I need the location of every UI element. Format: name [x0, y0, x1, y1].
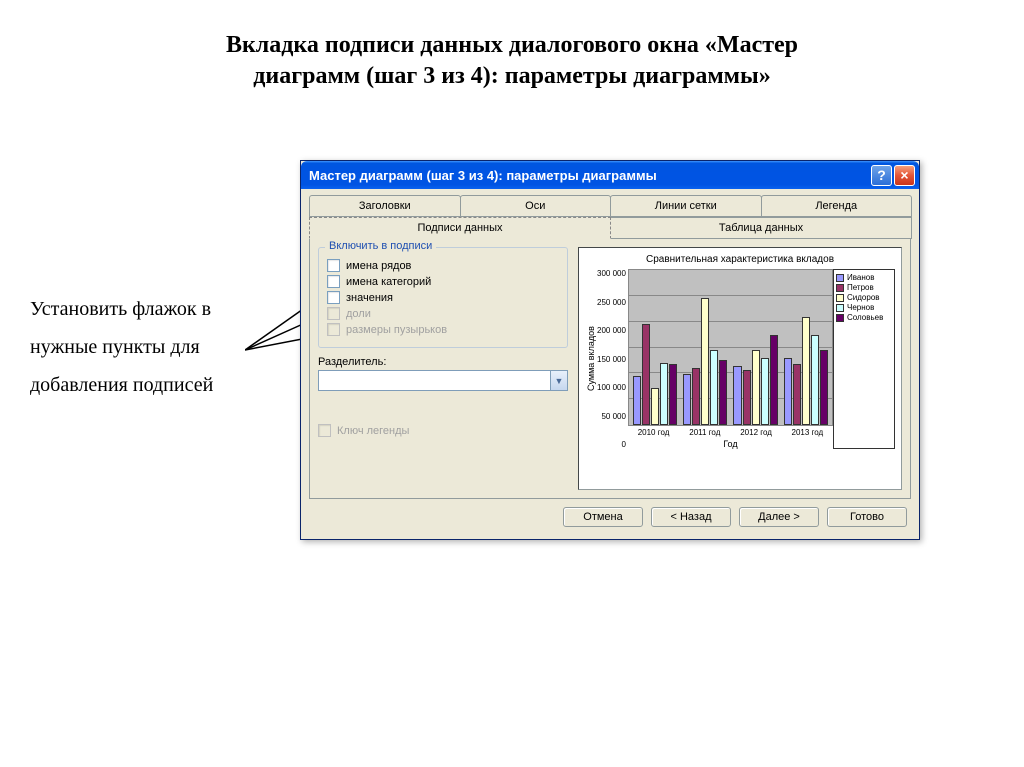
bar: [642, 324, 650, 425]
bar: [761, 358, 769, 425]
bar: [660, 363, 668, 425]
bar: [692, 368, 700, 425]
bar: [733, 366, 741, 425]
legend-item: Петров: [836, 283, 892, 292]
separator-label: Разделитель:: [318, 356, 568, 368]
annotation-text: Установить флажок в нужные пункты для до…: [30, 290, 270, 404]
bar-group: [683, 270, 727, 425]
tab-panel: Включить в подписи имена рядов имена кат…: [309, 239, 911, 499]
tab-headers[interactable]: Заголовки: [309, 195, 461, 217]
finish-button[interactable]: Готово: [827, 507, 907, 527]
bar: [802, 317, 810, 426]
legend-swatch: [836, 284, 844, 292]
checkbox-bubble-sizes: [327, 323, 340, 336]
tab-axes[interactable]: Оси: [460, 195, 612, 217]
cancel-button[interactable]: Отмена: [563, 507, 643, 527]
tab-legend[interactable]: Легенда: [761, 195, 913, 217]
legend-label: Соловьев: [847, 313, 883, 322]
next-button[interactable]: Далее >: [739, 507, 819, 527]
chart-xaxis: 2010 год2011 год2012 год2013 год: [628, 426, 833, 437]
legend-label: Петров: [847, 283, 874, 292]
legend-item: Иванов: [836, 273, 892, 282]
tab-data-labels[interactable]: Подписи данных: [309, 217, 611, 239]
separator-combobox[interactable]: ▼: [318, 370, 568, 391]
bar: [701, 298, 709, 425]
help-button[interactable]: ?: [871, 165, 892, 186]
chart-plot-area: [628, 269, 833, 426]
include-in-labels-group: Включить в подписи имена рядов имена кат…: [318, 247, 568, 348]
chart-wizard-dialog: Мастер диаграмм (шаг 3 из 4): параметры …: [300, 160, 920, 540]
bar: [710, 350, 718, 425]
bar-group: [733, 270, 777, 425]
chart-xlabel: Год: [628, 439, 833, 449]
bar: [811, 335, 819, 425]
bar: [784, 358, 792, 425]
legend-label: Иванов: [847, 273, 874, 282]
bar: [820, 350, 828, 425]
back-button[interactable]: < Назад: [651, 507, 731, 527]
chart-title: Сравнительная характеристика вкладов: [585, 254, 895, 265]
bar: [743, 370, 751, 425]
page-heading: Вкладка подписи данных диалогового окна …: [0, 0, 1024, 92]
page-title-line2: диаграмм (шаг 3 из 4): параметры диаграм…: [253, 63, 771, 89]
combo-dropdown-button[interactable]: ▼: [550, 371, 567, 390]
chart-preview: Сравнительная характеристика вкладов Сум…: [578, 247, 902, 490]
page-title-line1: Вкладка подписи данных диалогового окна …: [226, 32, 798, 58]
label-series-names: имена рядов: [346, 260, 411, 272]
bar-group: [633, 270, 677, 425]
legend-swatch: [836, 274, 844, 282]
bar: [752, 350, 760, 425]
titlebar[interactable]: Мастер диаграмм (шаг 3 из 4): параметры …: [301, 161, 919, 189]
label-values: значения: [346, 292, 393, 304]
chart-yticks: 300 000250 000200 000150 000100 00050 00…: [597, 269, 628, 449]
bar: [669, 364, 677, 425]
close-button[interactable]: ×: [894, 165, 915, 186]
legend-item: Соловьев: [836, 313, 892, 322]
label-percentages: доли: [346, 308, 371, 320]
bar-group: [784, 270, 828, 425]
separator-input[interactable]: [319, 371, 550, 390]
legend-item: Сидоров: [836, 293, 892, 302]
chart-legend: ИвановПетровСидоровЧерновСоловьев: [833, 269, 895, 449]
legend-swatch: [836, 304, 844, 312]
legend-label: Чернов: [847, 303, 874, 312]
bar: [633, 376, 641, 425]
dialog-title: Мастер диаграмм (шаг 3 из 4): параметры …: [309, 168, 871, 183]
checkbox-series-names[interactable]: [327, 259, 340, 272]
chart-ylabel: Сумма вкладов: [585, 269, 597, 449]
tab-gridlines[interactable]: Линии сетки: [610, 195, 762, 217]
label-bubble-sizes: размеры пузырьков: [346, 324, 447, 336]
tab-data-table[interactable]: Таблица данных: [610, 217, 912, 239]
bar: [770, 335, 778, 425]
legend-item: Чернов: [836, 303, 892, 312]
checkbox-category-names[interactable]: [327, 275, 340, 288]
group-title: Включить в подписи: [325, 240, 436, 252]
label-legend-key: Ключ легенды: [337, 425, 409, 437]
checkbox-values[interactable]: [327, 291, 340, 304]
bar: [651, 388, 659, 425]
bar: [683, 374, 691, 425]
checkbox-legend-key: [318, 424, 331, 437]
legend-label: Сидоров: [847, 293, 880, 302]
checkbox-percentages: [327, 307, 340, 320]
legend-swatch: [836, 294, 844, 302]
label-category-names: имена категорий: [346, 276, 431, 288]
bar: [719, 360, 727, 425]
legend-swatch: [836, 314, 844, 322]
bar: [793, 364, 801, 425]
